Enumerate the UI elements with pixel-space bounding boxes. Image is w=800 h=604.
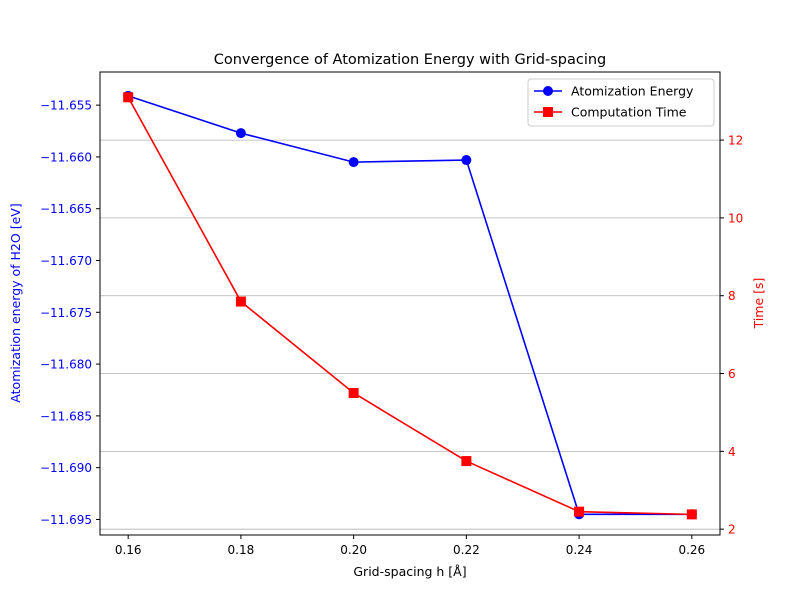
y-left-tick-label: −11.655 bbox=[40, 99, 92, 113]
data-point-time bbox=[235, 296, 246, 307]
y-right-tick-label: 10 bbox=[728, 211, 743, 225]
y-left-tick-label: −11.690 bbox=[40, 461, 92, 475]
legend-marker-square bbox=[543, 107, 553, 117]
chart-title: Convergence of Atomization Energy with G… bbox=[214, 52, 607, 68]
y-left-tick-label: −11.695 bbox=[40, 513, 92, 527]
grid-layer bbox=[100, 139, 720, 530]
legend-marker-circle bbox=[543, 86, 553, 96]
legend-box bbox=[527, 78, 715, 127]
y-right-tick-label: 8 bbox=[728, 289, 736, 303]
data-point-time bbox=[123, 92, 134, 103]
x-axis-label: Grid-spacing h [Å] bbox=[353, 564, 466, 579]
legend-label: Computation Time bbox=[571, 105, 687, 120]
y-right-tick-label: 6 bbox=[728, 367, 736, 381]
data-point-time bbox=[348, 387, 359, 398]
x-tick-label: 0.22 bbox=[453, 543, 480, 557]
plot-frame bbox=[99, 71, 721, 536]
legend: Atomization Energy Computation Time bbox=[527, 78, 715, 127]
series-line-atomization-energy bbox=[127, 95, 692, 516]
y-axis-right-label: Time [s] bbox=[751, 278, 766, 330]
y-left-tick-label: −11.665 bbox=[40, 202, 92, 216]
y-left-tick-label: −11.680 bbox=[40, 358, 92, 372]
data-point-time bbox=[574, 506, 585, 517]
x-tick-label: 0.18 bbox=[228, 543, 255, 557]
data-point-time bbox=[461, 456, 472, 467]
series-layer bbox=[123, 90, 697, 520]
x-tick-label: 0.16 bbox=[115, 543, 142, 557]
y-right-tick-label: 2 bbox=[728, 523, 736, 537]
y-right-tick-label: 12 bbox=[728, 134, 743, 148]
axis-layer: 0.16 0.18 0.20 0.22 0.24 0.26 −11.655 −11.660 −1… bbox=[40, 99, 743, 557]
data-point-time bbox=[686, 509, 697, 520]
x-tick-label: 0.24 bbox=[566, 543, 593, 557]
y-left-tick-label: −11.675 bbox=[40, 306, 92, 320]
series-line-computation-time bbox=[127, 96, 692, 516]
x-tick-label: 0.26 bbox=[678, 543, 705, 557]
y-left-tick-label: −11.670 bbox=[40, 254, 92, 268]
legend-label: Atomization Energy bbox=[571, 84, 694, 99]
y-left-tick-label: −11.685 bbox=[40, 409, 92, 423]
data-point-energy bbox=[348, 157, 359, 168]
y-right-tick-label: 4 bbox=[728, 445, 736, 459]
data-point-energy bbox=[461, 155, 472, 166]
y-axis-left-label: Atomization energy of H2O [eV] bbox=[8, 203, 23, 402]
data-point-energy bbox=[235, 128, 246, 139]
y-left-tick-label: −11.660 bbox=[40, 150, 92, 164]
x-tick-label: 0.20 bbox=[340, 543, 367, 557]
